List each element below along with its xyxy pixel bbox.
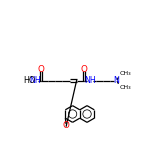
Text: HO: HO: [24, 76, 36, 85]
Text: N: N: [113, 76, 119, 85]
Text: NH: NH: [84, 76, 96, 85]
Text: O: O: [80, 64, 87, 74]
Text: O: O: [38, 64, 45, 74]
Text: CH₃: CH₃: [119, 71, 131, 76]
Text: NH: NH: [29, 76, 41, 85]
Text: O: O: [63, 121, 69, 130]
Text: CH₃: CH₃: [119, 85, 131, 90]
